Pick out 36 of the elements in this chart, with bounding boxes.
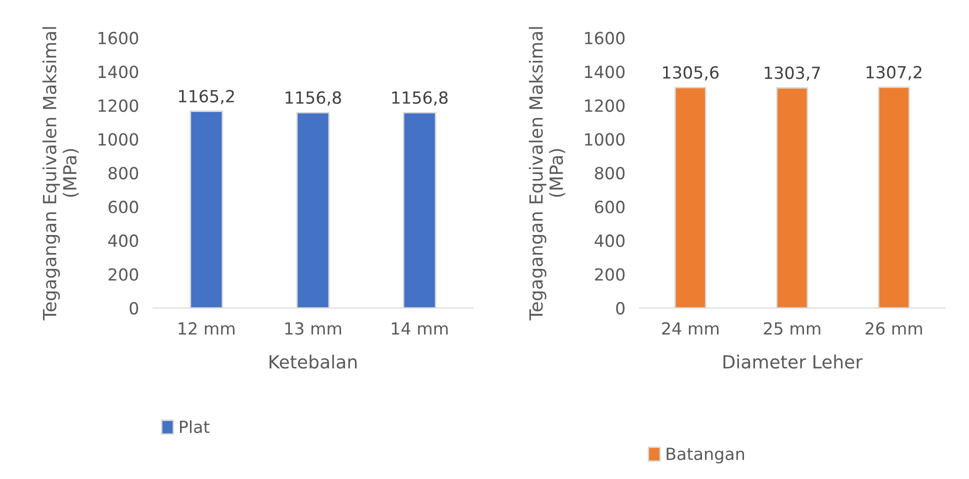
y-tick-label: 1600 <box>98 32 138 44</box>
data-label: 1165,2 <box>179 90 234 104</box>
x-tick-label: 12 mm <box>178 322 234 335</box>
x-tick-label: 24 mm <box>662 322 718 335</box>
data-label: 1156,8 <box>286 91 342 106</box>
legend-label: Batangan <box>666 448 744 464</box>
legend-label: Plat <box>180 420 210 434</box>
y-tick-label: 1200 <box>585 99 625 112</box>
y-tick-label: 1000 <box>585 133 625 146</box>
y-tick-label: 400 <box>108 234 138 248</box>
y-tick-label: 600 <box>595 200 625 214</box>
data-label: 1307,2 <box>866 66 922 80</box>
y-tick-label: 200 <box>595 268 625 281</box>
y-axis-title: Tegagangan Equivalen Maksimal (MPa) <box>42 27 79 320</box>
x-tick-label: 25 mm <box>764 322 820 335</box>
y-tick-label: 1200 <box>98 99 138 112</box>
y-tick-label: 400 <box>594 234 625 248</box>
y-tick-label: 1400 <box>585 66 625 78</box>
y-tick-label: 800 <box>594 166 625 180</box>
data-label: 1305,6 <box>663 66 719 80</box>
y-tick-label: 200 <box>108 268 138 281</box>
data-label: 1303,7 <box>764 66 820 81</box>
y-tick-label: 0 <box>616 302 625 315</box>
x-axis-title: Ketebalan <box>270 354 357 369</box>
y-tick-label: 800 <box>108 166 138 180</box>
y-tick-label: 1600 <box>585 32 625 44</box>
x-tick-label: 26 mm <box>866 322 922 335</box>
y-axis-title: Tegagangan Equivalen Maksimal (MPa) <box>528 27 566 320</box>
x-tick-label: 14 mm <box>392 322 448 335</box>
y-tick-label: 1400 <box>98 66 138 78</box>
x-tick-label: 13 mm <box>285 322 342 335</box>
x-axis-title: Diameter Leher <box>724 354 863 369</box>
data-label: 1156,8 <box>392 91 448 106</box>
y-tick-label: 1000 <box>98 133 138 146</box>
y-tick-label: 0 <box>130 302 138 315</box>
y-tick-label: 600 <box>108 200 138 214</box>
